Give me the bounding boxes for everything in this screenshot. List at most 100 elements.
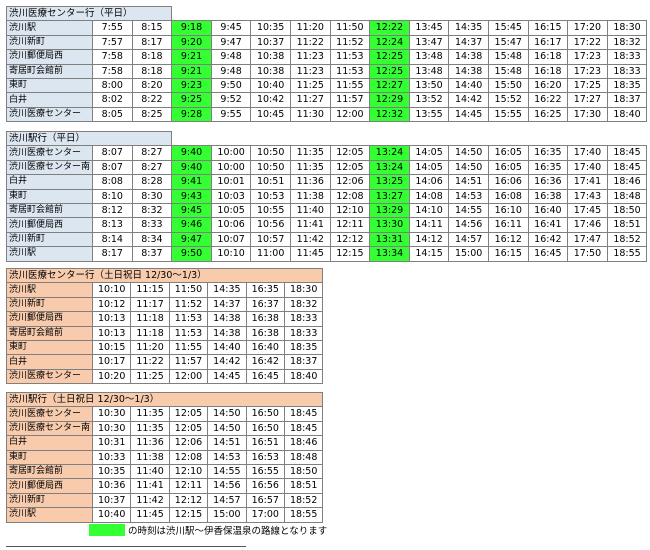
departure-time: 11:17 <box>130 296 170 313</box>
departure-time: 14:05 <box>408 159 450 176</box>
stop-name: 東町 <box>6 449 93 465</box>
departure-time: 16:56 <box>245 478 285 494</box>
table-row: 渋川郵便局西 10:13 11:18 11:53 14:38 16:38 18:33 <box>6 311 324 327</box>
departure-time: 16:05 <box>487 145 529 161</box>
departure-time-ikaho: 9:45 <box>171 202 212 219</box>
table-row: 渋川医療センター 8:07 8:27 9:40 10:00 10:50 11:35 12:05… <box>6 145 648 161</box>
departure-time: 17:46 <box>567 217 608 233</box>
departure-time: 11:42 <box>130 492 170 509</box>
departure-time: 12:12 <box>168 492 209 509</box>
departure-time: 11:52 <box>168 296 209 313</box>
departure-time: 15:55 <box>487 106 529 123</box>
departure-time: 16:38 <box>245 311 285 327</box>
departure-time: 10:45 <box>250 106 291 123</box>
departure-time: 14:38 <box>207 325 247 341</box>
departure-time: 16:40 <box>527 202 569 219</box>
departure-time: 12:15 <box>168 507 209 523</box>
departure-time: 10:12 <box>91 296 132 313</box>
departure-time: 11:53 <box>329 63 371 79</box>
departure-time: 16:45 <box>245 368 285 385</box>
stop-name: 渋川医療センター南 <box>6 159 93 176</box>
table-row: 白井 10:17 11:22 11:57 14:42 16:42 18:37 <box>6 354 324 370</box>
departure-time: 12:10 <box>329 202 371 219</box>
departure-time: 7:55 <box>92 20 133 36</box>
departure-time: 18:45 <box>606 145 648 161</box>
departure-time: 11:52 <box>329 34 371 51</box>
departure-time: 11:35 <box>130 420 170 437</box>
departure-time: 10:57 <box>250 231 291 248</box>
departure-time: 16:20 <box>527 77 569 94</box>
departure-time: 14:45 <box>448 106 489 123</box>
departure-time: 14:38 <box>207 311 247 327</box>
departure-time: 11:45 <box>130 507 170 523</box>
departure-time: 17:30 <box>567 106 608 123</box>
stop-name: 東町 <box>6 188 93 204</box>
departure-time: 16:36 <box>527 174 569 190</box>
departure-time: 12:06 <box>168 435 209 451</box>
departure-time: 16:38 <box>527 188 569 204</box>
departure-time: 16:37 <box>245 296 285 313</box>
departure-time: 18:45 <box>606 159 648 176</box>
departure-time: 14:57 <box>207 492 247 509</box>
departure-time-ikaho: 9:40 <box>171 159 212 176</box>
departure-time: 16:05 <box>487 159 529 176</box>
departure-time: 11:57 <box>168 354 209 370</box>
departure-time: 16:42 <box>527 231 569 248</box>
departure-time-ikaho: 9:40 <box>171 145 212 161</box>
departure-time: 14:56 <box>448 217 489 233</box>
departure-time-ikaho: 13:30 <box>369 217 410 233</box>
departure-time: 11:35 <box>290 145 331 161</box>
departure-time: 18:45 <box>283 406 324 422</box>
departure-time: 10:00 <box>210 159 252 176</box>
departure-time: 8:14 <box>92 231 133 248</box>
departure-time-ikaho: 9:21 <box>171 63 212 79</box>
departure-time: 18:55 <box>606 246 648 262</box>
departure-time: 16:50 <box>245 406 285 422</box>
departure-time-ikaho: 12:27 <box>369 77 410 94</box>
departure-time: 8:18 <box>131 49 173 65</box>
table-row: 白井 8:02 8:22 9:25 9:52 10:42 11:27 11:57 12:29 13… <box>6 92 648 108</box>
stop-name: 渋川郵便局西 <box>6 478 93 494</box>
departure-time: 10:50 <box>250 145 291 161</box>
departure-time: 11:53 <box>168 325 209 341</box>
departure-time: 18:35 <box>283 339 324 356</box>
departure-time: 10:51 <box>250 174 291 190</box>
table-row: 渋川新町 8:14 8:34 9:47 10:07 10:57 11:42 12:12 13:3… <box>6 231 648 248</box>
table-row: 寄居町会館前 10:13 11:18 11:53 14:38 16:38 18:33 <box>6 325 324 341</box>
table-row: 渋川医療センター 8:05 8:25 9:28 9:55 10:45 11:30 12:00 1… <box>6 106 648 123</box>
departure-time: 16:45 <box>527 246 569 262</box>
departure-time: 9:50 <box>210 77 252 94</box>
departure-time: 16:18 <box>527 63 569 79</box>
departure-time: 8:18 <box>131 63 173 79</box>
departure-time: 17:23 <box>567 49 608 65</box>
departure-time: 12:11 <box>329 217 371 233</box>
table-row: 東町 8:00 8:20 9:23 9:50 10:40 11:25 11:55 12:27 13… <box>6 77 648 94</box>
departure-time: 14:40 <box>207 339 247 356</box>
table-row: 渋川郵便局西 8:13 8:33 9:46 10:06 10:56 11:41 12:11 13… <box>6 217 648 233</box>
departure-time: 7:58 <box>92 63 133 79</box>
departure-time: 13:48 <box>408 49 450 65</box>
departure-time: 11:20 <box>130 339 170 356</box>
departure-time-ikaho: 12:25 <box>369 63 410 79</box>
departure-time: 12:12 <box>329 231 371 248</box>
departure-time: 15:00 <box>207 507 247 523</box>
departure-time-ikaho: 12:25 <box>369 49 410 65</box>
departure-time: 17:00 <box>245 507 285 523</box>
departure-time: 11:25 <box>130 368 170 385</box>
departure-time: 10:10 <box>91 282 132 298</box>
departure-time: 16:50 <box>245 420 285 437</box>
departure-time-ikaho: 12:24 <box>369 34 410 51</box>
departure-time: 14:53 <box>448 188 489 204</box>
departure-time: 18:37 <box>606 92 648 108</box>
table-title: 渋川駅行（土日祝日 12/30～1/3） <box>5 391 324 408</box>
departure-time: 16:41 <box>527 217 569 233</box>
departure-time: 10:30 <box>91 420 132 437</box>
departure-time: 17:50 <box>567 246 608 262</box>
departure-time: 8:15 <box>131 20 173 36</box>
departure-time-ikaho: 13:24 <box>369 145 410 161</box>
table-row: 東町 8:10 8:30 9:43 10:03 10:53 11:38 12:08 13:27 1… <box>6 188 648 204</box>
departure-time: 12:05 <box>168 406 209 422</box>
table-row: 渋川郵便局西 7:58 8:18 9:21 9:48 10:38 11:23 11:53 12:… <box>6 49 648 65</box>
departure-time: 16:22 <box>527 92 569 108</box>
departure-time-ikaho: 9:20 <box>171 34 212 51</box>
